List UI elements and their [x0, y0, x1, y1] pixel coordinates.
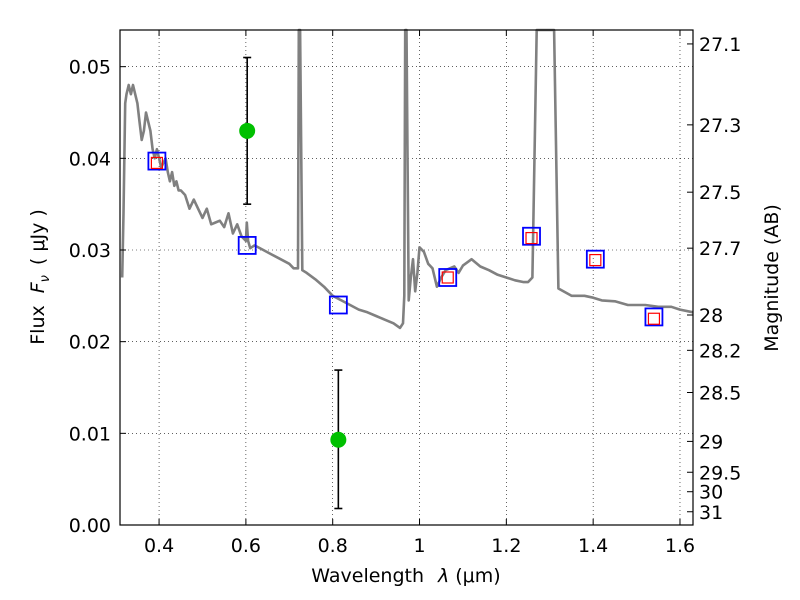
observed-photometry-marker [589, 253, 602, 267]
mag-tick-label: 29.5 [699, 462, 741, 484]
mag-tick-label: 28 [699, 305, 723, 327]
sed-model-line [120, 28, 694, 330]
detection-point [330, 431, 347, 448]
data-layer [120, 28, 694, 510]
y-tick-label: 0.01 [69, 423, 111, 445]
mag-tick-label: 31 [699, 502, 723, 524]
mag-tick-label: 27.7 [699, 238, 741, 260]
model-photometry-marker [147, 151, 167, 171]
x-axis-label: Wavelength λ (μm) [311, 565, 500, 587]
plot-frame [119, 29, 694, 526]
y-tick-label: 0.00 [69, 515, 111, 537]
x-tick-label: 0.6 [231, 535, 261, 557]
x-tick-label: 1.6 [665, 535, 695, 557]
x-tick-label: 1 [413, 535, 425, 557]
mag-tick-label: 27.3 [699, 115, 741, 137]
x-tick-label: 1.4 [578, 535, 608, 557]
model-photometry-marker [644, 307, 664, 327]
y-axis-label: FluxFν( μJy ) [27, 209, 53, 345]
observed-photometry-marker [441, 271, 454, 284]
y-tick-label: 0.02 [69, 332, 111, 354]
y-tick-label: 0.03 [69, 240, 111, 262]
tick-layer: 0.4 0.6 0.8 1 1.2 1.4 1.6 0.00 0.01 0.02 0.03 0.04 0… [69, 30, 741, 557]
detection-point [239, 122, 256, 139]
observed-photometry-marker [150, 156, 163, 170]
model-photometry-marker [585, 249, 605, 269]
y-tick-label: 0.05 [69, 57, 111, 79]
model-photometry-marker [328, 295, 348, 315]
model-photometry-marker [438, 268, 458, 287]
y-tick-label: 0.04 [69, 148, 111, 170]
x-tick-label: 0.4 [144, 535, 174, 557]
model-photometry-marker [237, 236, 257, 255]
mag-tick-label: 30 [699, 482, 723, 504]
mag-tick-label: 28.5 [699, 383, 741, 405]
model-photometry-marker [522, 226, 541, 246]
y2-axis-label: Magnitude (AB) [761, 204, 783, 352]
observed-photometry-marker [647, 312, 661, 325]
mag-tick-label: 28.2 [699, 340, 741, 362]
x-tick-label: 1.2 [491, 535, 521, 557]
mag-tick-label: 27.5 [699, 182, 741, 204]
observed-photometry-marker [525, 231, 538, 245]
mag-tick-label: 27.1 [699, 34, 741, 56]
x-tick-label: 0.8 [318, 535, 348, 557]
mag-tick-label: 29 [699, 431, 723, 453]
